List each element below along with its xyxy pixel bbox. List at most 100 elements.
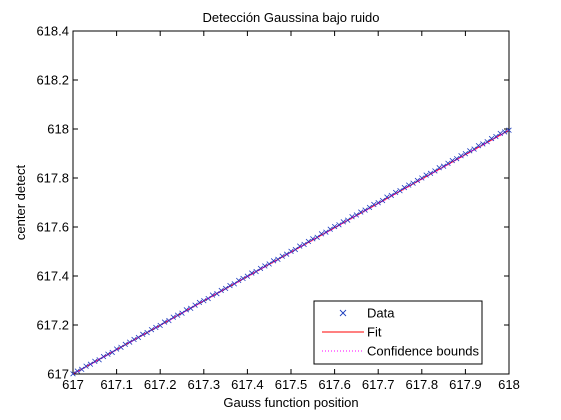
data-point-stroke (244, 273, 251, 279)
data-point (244, 273, 251, 279)
data-point (432, 168, 438, 174)
data-point (410, 180, 416, 186)
data-point (318, 231, 325, 237)
data-point (340, 219, 347, 225)
data-point (122, 341, 129, 348)
data-point (70, 371, 76, 377)
data-point-stroke (161, 319, 168, 325)
data-point (323, 229, 329, 235)
data-point (231, 281, 238, 287)
data-point-stroke (96, 357, 102, 363)
data-point-stroke (74, 368, 81, 374)
data-point-stroke (222, 285, 229, 292)
data-point (445, 160, 451, 166)
data-point-stroke (148, 326, 155, 333)
data-point-stroke (471, 146, 477, 152)
data-point-stroke (336, 222, 342, 228)
data-point (397, 188, 403, 194)
data-point-stroke (153, 324, 159, 331)
data-point-stroke (157, 322, 163, 329)
data-point-stroke (475, 142, 482, 149)
data-point (292, 246, 299, 253)
data-point (344, 217, 351, 223)
data-point (153, 324, 159, 331)
data-point (488, 135, 495, 142)
data-point-stroke (406, 182, 412, 188)
data-point (471, 146, 477, 152)
data-point (288, 248, 294, 254)
y-tick-label: 617.6 (36, 220, 69, 235)
data-point (349, 214, 355, 220)
data-point-stroke (493, 133, 499, 140)
data-point (366, 204, 373, 211)
fit-line (72, 129, 510, 375)
data-point (392, 189, 399, 196)
data-point (166, 317, 172, 324)
data-point-stroke (419, 175, 425, 181)
data-point (371, 201, 377, 208)
data-point (92, 358, 98, 364)
x-tick-label: 617.6 (318, 377, 351, 392)
data-point (87, 361, 94, 367)
data-point (113, 346, 120, 352)
data-point-stroke (397, 188, 403, 194)
data-point-stroke (79, 366, 85, 373)
data-point (336, 222, 342, 228)
data-point-stroke (275, 256, 281, 263)
data-point-stroke (506, 127, 512, 133)
data-point (179, 310, 185, 316)
data-point (297, 243, 303, 249)
data-point (475, 142, 482, 149)
data-point-stroke (340, 219, 347, 225)
data-point (462, 151, 469, 157)
data-point (222, 285, 229, 292)
chart-title: Detección Gaussina bajo ruido (202, 10, 379, 25)
data-point-stroke (305, 238, 312, 245)
x-tick-label: 617.2 (144, 377, 177, 392)
data-point-stroke (144, 329, 150, 336)
y-tick-label: 617.2 (36, 318, 69, 333)
data-point (183, 307, 190, 313)
data-point (453, 155, 460, 162)
data-point-stroke (440, 163, 447, 169)
data-point (161, 319, 168, 325)
data-point-stroke (379, 197, 386, 204)
data-point (79, 366, 85, 373)
data-point (105, 351, 111, 357)
data-point-stroke (362, 207, 368, 213)
data-point (201, 298, 207, 304)
data-point (253, 268, 259, 275)
data-point-stroke (218, 287, 224, 294)
x-tick-label: 617.1 (100, 377, 133, 392)
data-point (209, 292, 216, 298)
data-point (362, 207, 368, 213)
data-point-stroke (249, 270, 255, 276)
data-point-stroke (297, 243, 303, 249)
data-point (484, 139, 490, 145)
confidence-bound-lower (72, 130, 510, 375)
data-point-stroke (401, 184, 408, 191)
data-point (283, 251, 290, 257)
data-point-stroke (170, 314, 176, 320)
data-point-stroke (331, 223, 338, 230)
y-tick-label: 618 (47, 122, 69, 137)
data-point (305, 238, 312, 245)
data-point-stroke (423, 172, 429, 178)
data-point-stroke (262, 263, 268, 269)
x-tick-label: 617.5 (275, 377, 308, 392)
data-point (257, 265, 264, 272)
data-point (227, 282, 233, 289)
data-point-stroke (279, 253, 285, 259)
data-point-stroke (205, 295, 211, 302)
data-point-stroke (257, 265, 264, 272)
data-point-stroke (192, 302, 198, 308)
data-point-stroke (196, 299, 203, 306)
data-point (493, 133, 499, 140)
data-point-stroke (122, 341, 129, 348)
data-point-stroke (166, 317, 172, 324)
data-point (174, 312, 181, 318)
data-point-stroke (310, 236, 316, 242)
data-point-stroke (270, 258, 277, 264)
data-point (353, 212, 360, 218)
legend-marker-stroke (339, 309, 347, 317)
